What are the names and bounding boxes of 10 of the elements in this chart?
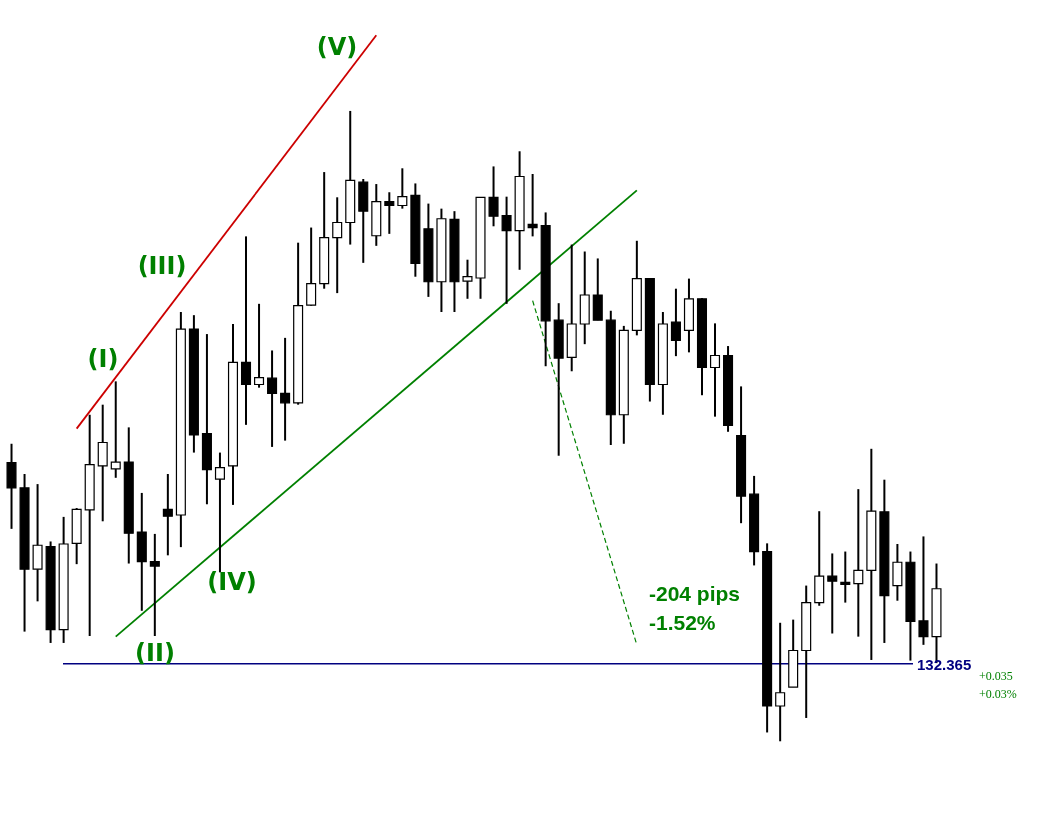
- text: (V): [316, 33, 358, 61]
- annotation: (IV): [207, 568, 257, 596]
- annotation: -204 pips: [649, 582, 741, 605]
- annotation: 132.365: [917, 656, 972, 673]
- text: +0.035: [979, 669, 1013, 683]
- annotation: (I): [87, 345, 119, 373]
- annotation: (II): [135, 639, 175, 667]
- annotation: (III): [137, 252, 187, 280]
- text: +0.03%: [979, 687, 1017, 701]
- annotation: -1.52%: [649, 611, 716, 634]
